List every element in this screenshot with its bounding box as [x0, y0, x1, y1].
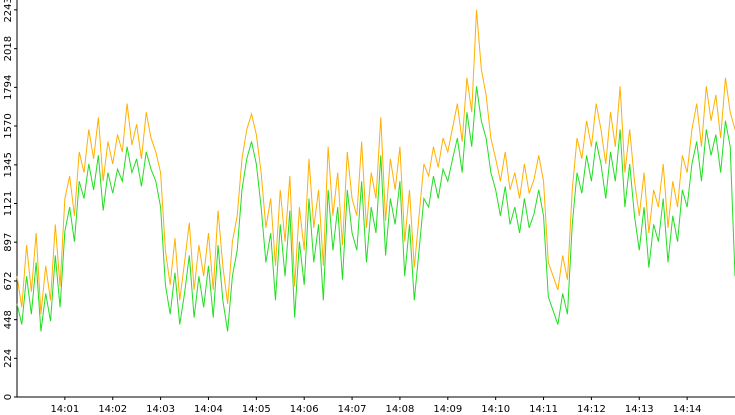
x-tick-label: 14:11 [529, 404, 558, 415]
x-tick-label: 14:03 [146, 404, 175, 415]
y-tick-label: 448 [3, 310, 14, 329]
x-tick-label: 14:13 [625, 404, 654, 415]
x-tick-label: 14:12 [577, 404, 606, 415]
x-tick-label: 14:10 [481, 404, 510, 415]
x-tick-label: 14:01 [50, 404, 79, 415]
y-tick-label: 224 [3, 349, 14, 368]
x-tick-label: 14:05 [242, 404, 271, 415]
x-tick-label: 14:14 [673, 404, 702, 415]
y-tick-label: 1121 [3, 191, 14, 216]
x-tick-label: 14:09 [433, 404, 462, 415]
x-tick-label: 14:08 [386, 404, 415, 415]
x-tick-label: 14:07 [338, 404, 367, 415]
x-tick-label: 14:06 [290, 404, 319, 415]
y-tick-label: 2243 [3, 0, 14, 23]
y-tick-label: 0 [3, 394, 14, 400]
x-tick-label: 14:02 [98, 404, 127, 415]
y-tick-label: 1794 [3, 75, 14, 100]
y-tick-label: 672 [3, 271, 14, 290]
y-tick-label: 2018 [3, 36, 14, 61]
y-tick-label: 1345 [3, 152, 14, 177]
line-series [16, 9, 735, 315]
line-series [16, 86, 735, 332]
y-tick-label: 1570 [3, 113, 14, 138]
x-tick-label: 14:04 [194, 404, 223, 415]
y-tick-label: 897 [3, 233, 14, 252]
